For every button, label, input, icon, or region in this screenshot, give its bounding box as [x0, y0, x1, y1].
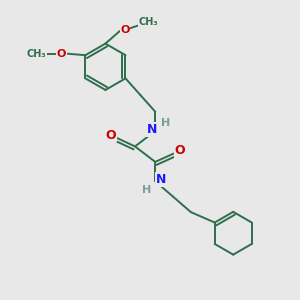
- Text: O: O: [105, 129, 116, 142]
- Text: N: N: [156, 173, 166, 186]
- Text: O: O: [57, 49, 66, 59]
- Text: CH₃: CH₃: [138, 17, 158, 27]
- Text: CH₃: CH₃: [26, 49, 46, 59]
- Text: O: O: [120, 25, 130, 34]
- Text: H: H: [161, 118, 170, 128]
- Text: N: N: [147, 123, 158, 136]
- Text: O: O: [175, 144, 185, 157]
- Text: H: H: [142, 184, 152, 194]
